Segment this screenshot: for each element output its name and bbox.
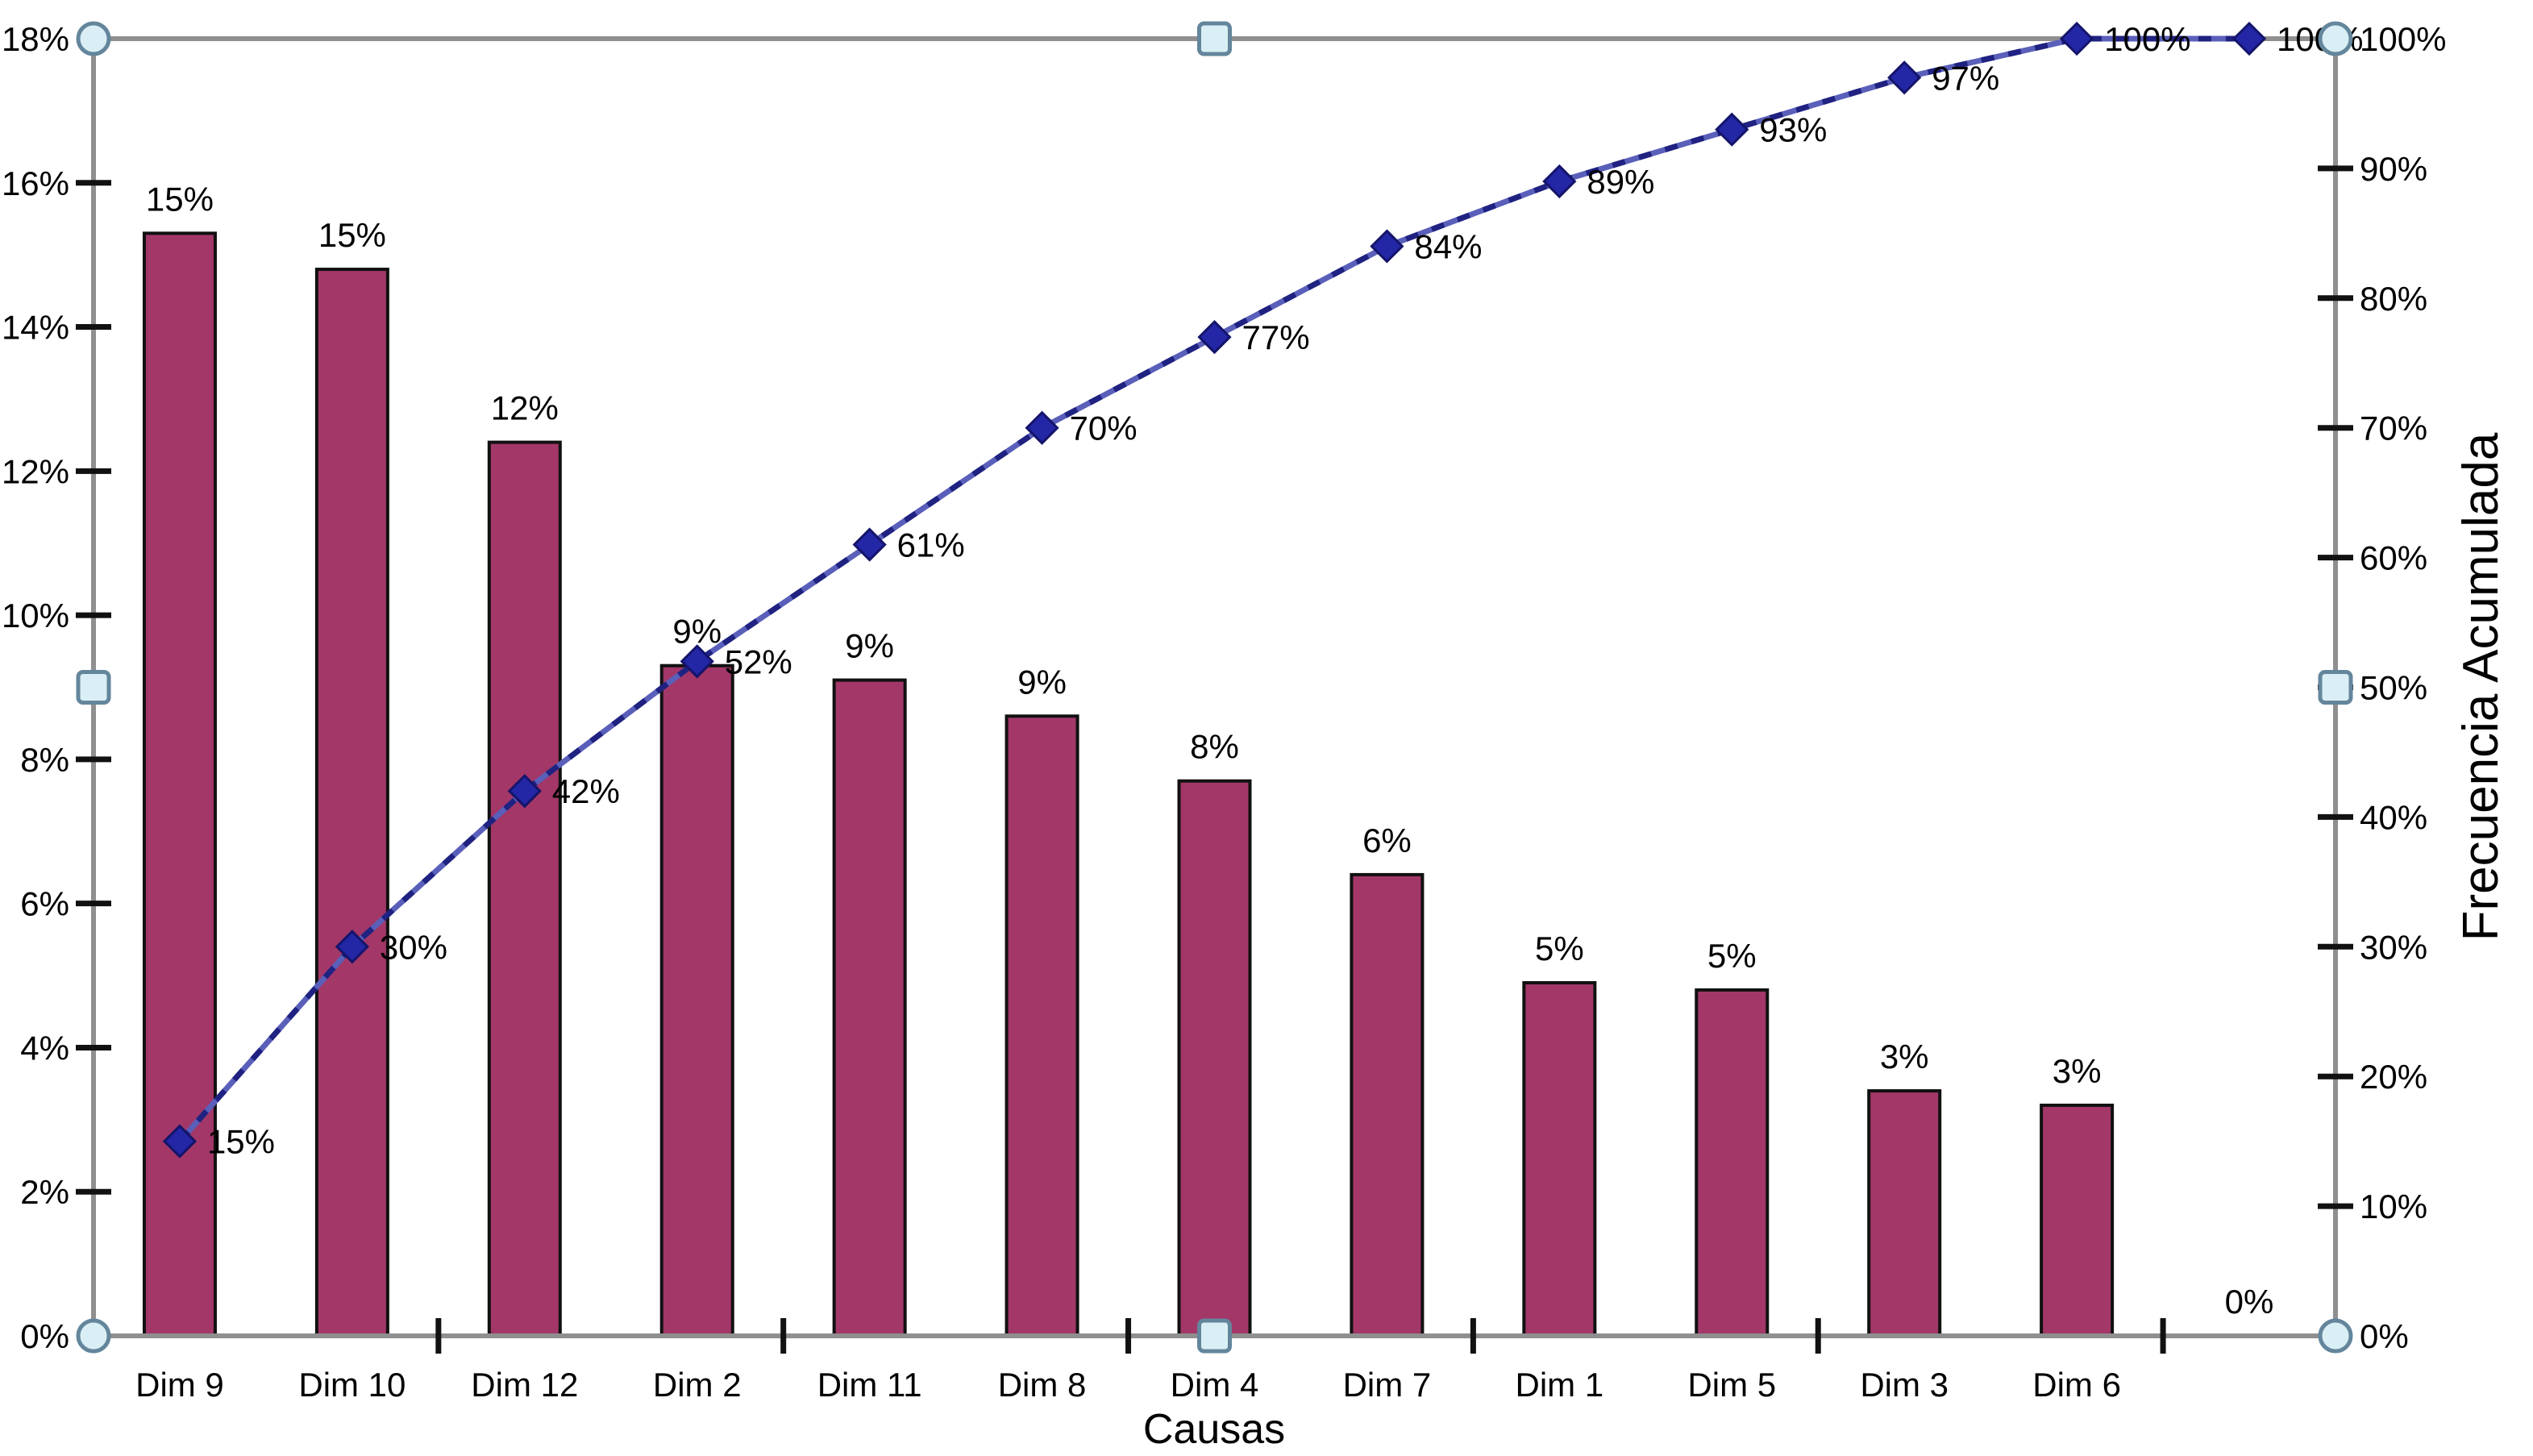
bar-dim-12[interactable] [487, 440, 562, 1337]
cumulative-value-label-dim-8: 70% [1070, 410, 1138, 447]
cumulative-value-label-dim-3: 97% [1932, 59, 1999, 97]
selection-handle-bottom-right[interactable] [2318, 1318, 2353, 1354]
selection-handle-middle-left[interactable] [76, 670, 111, 705]
cumulative-value-label-dim-5: 93% [1759, 111, 1827, 149]
y-right-tick-label: 90% [2360, 150, 2427, 188]
bar-dim-1[interactable] [1522, 980, 1597, 1337]
bar-value-label-dim-9: 15% [146, 180, 214, 218]
x-category-label-dim-11: Dim 11 [817, 1366, 922, 1404]
bar-dim-6[interactable] [2040, 1103, 2115, 1337]
selection-handle-top-left[interactable] [76, 21, 111, 56]
x-category-label-dim-3: Dim 3 [1860, 1366, 1949, 1404]
y-left-tick-label: 0% [20, 1317, 69, 1355]
cumulative-marker-dim-6[interactable] [2059, 21, 2094, 56]
bar-dim-3[interactable] [1867, 1089, 1942, 1337]
bar-value-label-dim-10: 15% [318, 216, 386, 254]
cumulative-value-label-dim-1: 89% [1587, 163, 1654, 201]
cumulative-marker-dim-12[interactable] [507, 774, 542, 809]
y-left-tick-label: 16% [2, 164, 69, 202]
y-right-tick-label: 80% [2360, 280, 2427, 318]
y-right-tick-label: 40% [2360, 798, 2427, 836]
cumulative-value-label-dim-12: 42% [552, 772, 620, 810]
cumulative-value-label-dim-7: 84% [1414, 227, 1482, 265]
bar-dim-8[interactable] [1004, 714, 1079, 1337]
bar-dim-7[interactable] [1350, 872, 1425, 1337]
y-left-tick-label: 14% [2, 309, 69, 347]
cumulative-marker-dim-7[interactable] [1370, 229, 1404, 264]
cumulative-value-label-dim-6: 100% [2104, 20, 2190, 58]
bar-value-label-dim-5: 5% [1707, 937, 1757, 975]
bar-value-label-dim-12: 12% [491, 389, 559, 427]
bar-dim-2[interactable] [659, 664, 734, 1337]
bar-dim-10[interactable] [314, 268, 389, 1337]
y-left-tick-label: 2% [20, 1173, 69, 1211]
cumulative-marker-dim-1[interactable] [1542, 164, 1577, 199]
selection-handle-bottom-left[interactable] [76, 1318, 111, 1354]
selection-handle-bottom-center[interactable] [1197, 1318, 1232, 1354]
x-category-label-dim-8: Dim 8 [998, 1366, 1087, 1404]
y-left-tick-label: 18% [2, 20, 69, 58]
bar-value-label-dim-8: 9% [1017, 663, 1067, 701]
bar-value-label-dim-2: 9% [672, 613, 722, 651]
y-right-tick-label: 20% [2360, 1058, 2427, 1096]
y-left-tick-label: 8% [20, 741, 69, 779]
x-category-label-dim-6: Dim 6 [2032, 1366, 2121, 1404]
y-left-tick-label: 6% [20, 885, 69, 923]
cumulative-value-label-dim-4: 77% [1242, 318, 1310, 356]
y-right-tick-label: 70% [2360, 410, 2427, 447]
cumulative-value-label-dim-9: 15% [207, 1123, 275, 1161]
cumulative-marker-dim-9[interactable] [162, 1124, 198, 1159]
bar-value-label-dim-1: 5% [1535, 930, 1584, 967]
selection-handle-top-right[interactable] [2318, 21, 2353, 56]
bar-value-label-dim-11: 9% [845, 627, 894, 665]
bar-value-label-dim-4: 8% [1190, 728, 1239, 766]
bar-value-label-dim-7: 6% [1362, 822, 1412, 859]
y-right-tick-label: 0% [2360, 1317, 2409, 1355]
cumulative-value-label-dim-10: 30% [380, 928, 447, 966]
cumulative-marker-dim-10[interactable] [335, 930, 370, 964]
bar-value-label-dim-3: 3% [1880, 1038, 1929, 1075]
x-category-label-dim-2: Dim 2 [653, 1366, 742, 1404]
y-right-tick-label: 10% [2360, 1188, 2427, 1225]
bar-dim-9[interactable] [142, 231, 217, 1338]
x-category-label-dim-12: Dim 12 [471, 1366, 578, 1404]
y-left-tick-label: 10% [2, 597, 69, 634]
bar-dim-5[interactable] [1695, 988, 1770, 1338]
y-right-tick-label: 60% [2360, 539, 2427, 577]
bar-dim-4[interactable] [1177, 779, 1252, 1337]
x-category-label-dim-10: Dim 10 [298, 1366, 406, 1404]
cumulative-marker-dim-4[interactable] [1197, 319, 1232, 355]
y-right-tick-label: 30% [2360, 928, 2427, 966]
bar-value-label-empty: 0% [2225, 1283, 2274, 1321]
y-left-tick-label: 4% [20, 1029, 69, 1067]
cumulative-marker-dim-2[interactable] [680, 644, 714, 679]
selection-handle-top-center[interactable] [1197, 21, 1232, 56]
y-left-tick-label: 12% [2, 452, 69, 490]
y-right-tick-label: 50% [2360, 669, 2427, 707]
x-category-label-dim-9: Dim 9 [135, 1366, 224, 1404]
cumulative-marker-dim-11[interactable] [852, 527, 887, 562]
x-category-label-dim-5: Dim 5 [1687, 1366, 1776, 1404]
right-axis-title: Frecuencia Acumulada [2453, 432, 2509, 941]
x-category-label-dim-7: Dim 7 [1343, 1366, 1432, 1404]
cumulative-value-label-dim-2: 52% [725, 643, 792, 680]
bar-dim-11[interactable] [832, 678, 907, 1337]
y-right-tick-label: 100% [2360, 20, 2446, 58]
x-axis-title: Causas [1143, 1406, 1285, 1453]
cumulative-marker-empty[interactable] [2231, 21, 2267, 56]
cumulative-marker-dim-8[interactable] [1025, 410, 1059, 445]
x-category-label-dim-4: Dim 4 [1171, 1366, 1259, 1404]
cumulative-value-label-dim-11: 61% [897, 526, 965, 564]
cumulative-marker-dim-3[interactable] [1887, 60, 1922, 95]
x-category-label-dim-1: Dim 1 [1516, 1366, 1604, 1404]
cumulative-marker-dim-5[interactable] [1715, 112, 1749, 147]
bar-value-label-dim-6: 3% [2053, 1052, 2102, 1090]
selection-handle-middle-right[interactable] [2318, 670, 2353, 705]
